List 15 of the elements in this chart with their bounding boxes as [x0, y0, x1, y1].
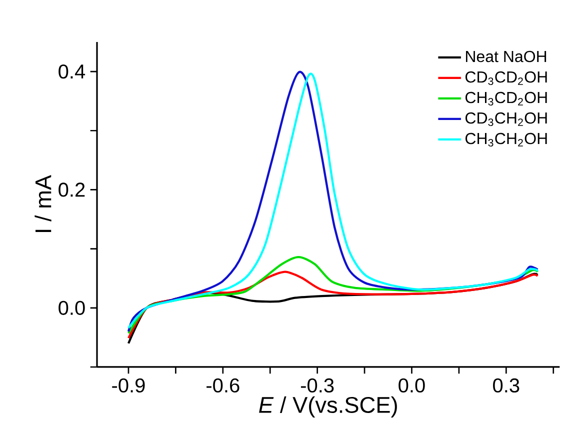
legend-label: CH$_{3}$CD$_{2}$OH	[466, 92, 547, 106]
x-tick-label: -0.3	[300, 378, 334, 393]
x-tick-label: 0.0	[398, 378, 425, 393]
x-tick-label: -0.9	[112, 378, 145, 393]
legend-label: CD$_{3}$CD$_{2}$OH	[466, 71, 547, 86]
x-tick-label: 0.3	[493, 378, 520, 393]
legend-label: CH$_{3}$CH$_{2}$OH	[466, 132, 547, 147]
y-tick-label: 0.0	[58, 300, 85, 315]
y-tick-label: 0.4	[58, 64, 86, 79]
y-axis-title: I / mA	[34, 174, 52, 232]
legend-label: Neat NaOH	[466, 50, 546, 62]
legend-label: CD$_{3}$CH$_{2}$OH	[466, 112, 547, 126]
x-axis-title: E / V(vs.SCE)	[259, 396, 397, 418]
x-tick-label: -0.6	[206, 378, 240, 393]
y-tick-label: 0.2	[58, 182, 85, 197]
